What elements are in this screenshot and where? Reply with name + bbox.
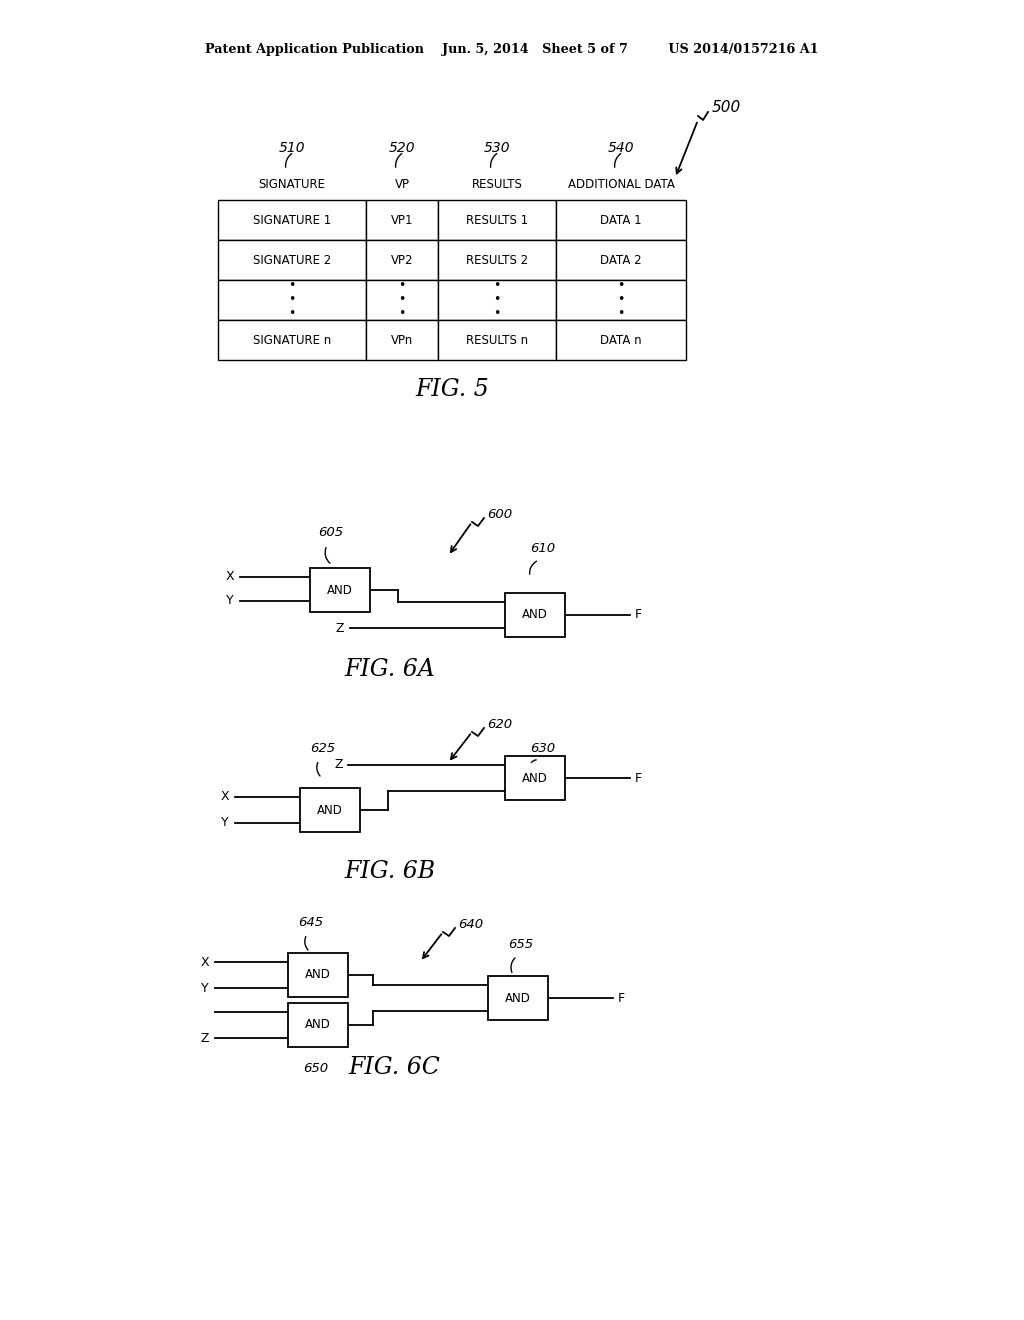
Text: 600: 600: [487, 507, 512, 520]
Text: 530: 530: [483, 141, 510, 154]
Bar: [505, 593, 565, 638]
Text: 605: 605: [318, 527, 343, 540]
Text: AND: AND: [505, 991, 530, 1005]
Text: FIG. 6A: FIG. 6A: [345, 659, 435, 681]
Bar: [556, 319, 686, 360]
Bar: [366, 240, 438, 280]
Text: Patent Application Publication    Jun. 5, 2014   Sheet 5 of 7         US 2014/01: Patent Application Publication Jun. 5, 2…: [205, 44, 819, 57]
Text: Y: Y: [221, 817, 229, 829]
Text: VP: VP: [394, 178, 410, 191]
Text: 655: 655: [508, 937, 534, 950]
Text: FIG. 6C: FIG. 6C: [348, 1056, 440, 1080]
Text: Z: Z: [336, 622, 344, 635]
Bar: [218, 280, 366, 319]
Bar: [556, 280, 686, 319]
Text: SIGNATURE: SIGNATURE: [258, 178, 326, 191]
Text: VP1: VP1: [391, 214, 414, 227]
Text: 520: 520: [389, 141, 416, 154]
Text: 620: 620: [487, 718, 512, 730]
Text: RESULTS: RESULTS: [472, 178, 522, 191]
Text: 625: 625: [310, 742, 335, 755]
Bar: [300, 788, 360, 832]
Text: Z: Z: [335, 759, 343, 771]
Bar: [438, 201, 556, 240]
Text: DATA 1: DATA 1: [600, 214, 642, 227]
Text: DATA 2: DATA 2: [600, 253, 642, 267]
Bar: [218, 201, 366, 240]
Text: 645: 645: [298, 916, 324, 928]
Text: AND: AND: [522, 771, 548, 784]
Text: VPn: VPn: [391, 334, 413, 346]
Text: AND: AND: [522, 609, 548, 622]
Bar: [366, 280, 438, 319]
Text: 630: 630: [530, 742, 555, 755]
Bar: [218, 319, 366, 360]
Text: FIG. 5: FIG. 5: [415, 379, 488, 401]
Text: •
•
•: • • •: [398, 280, 406, 321]
Bar: [366, 201, 438, 240]
Text: Y: Y: [226, 594, 234, 607]
Text: X: X: [225, 570, 234, 583]
Bar: [556, 201, 686, 240]
Text: AND: AND: [305, 1019, 331, 1031]
Text: FIG. 6B: FIG. 6B: [344, 861, 435, 883]
Text: X: X: [220, 791, 229, 804]
Bar: [505, 756, 565, 800]
Text: SIGNATURE 1: SIGNATURE 1: [253, 214, 331, 227]
Text: RESULTS n: RESULTS n: [466, 334, 528, 346]
Bar: [556, 240, 686, 280]
Text: 640: 640: [458, 917, 483, 931]
Text: DATA n: DATA n: [600, 334, 642, 346]
Text: 500: 500: [712, 99, 741, 115]
Text: 650: 650: [303, 1061, 328, 1074]
Bar: [366, 319, 438, 360]
Text: 510: 510: [279, 141, 305, 154]
Text: •
•
•: • • •: [494, 280, 501, 321]
Text: AND: AND: [317, 804, 343, 817]
Bar: [438, 319, 556, 360]
Text: F: F: [618, 991, 625, 1005]
Text: VP2: VP2: [391, 253, 414, 267]
Text: X: X: [201, 956, 209, 969]
Text: SIGNATURE 2: SIGNATURE 2: [253, 253, 331, 267]
Text: •
•
•: • • •: [617, 280, 625, 321]
Text: •
•
•: • • •: [289, 280, 296, 321]
Bar: [288, 953, 348, 997]
Text: SIGNATURE n: SIGNATURE n: [253, 334, 331, 346]
Text: RESULTS 2: RESULTS 2: [466, 253, 528, 267]
Text: ADDITIONAL DATA: ADDITIONAL DATA: [567, 178, 675, 191]
Bar: [310, 568, 370, 612]
Text: Y: Y: [202, 982, 209, 994]
Bar: [288, 1003, 348, 1047]
Bar: [438, 280, 556, 319]
Text: RESULTS 1: RESULTS 1: [466, 214, 528, 227]
Text: AND: AND: [305, 969, 331, 982]
Bar: [218, 240, 366, 280]
Text: AND: AND: [327, 583, 353, 597]
Bar: [488, 975, 548, 1020]
Text: F: F: [635, 771, 642, 784]
Bar: [438, 240, 556, 280]
Text: 610: 610: [530, 541, 555, 554]
Text: 540: 540: [607, 141, 634, 154]
Text: F: F: [635, 609, 642, 622]
Text: Z: Z: [201, 1031, 209, 1044]
